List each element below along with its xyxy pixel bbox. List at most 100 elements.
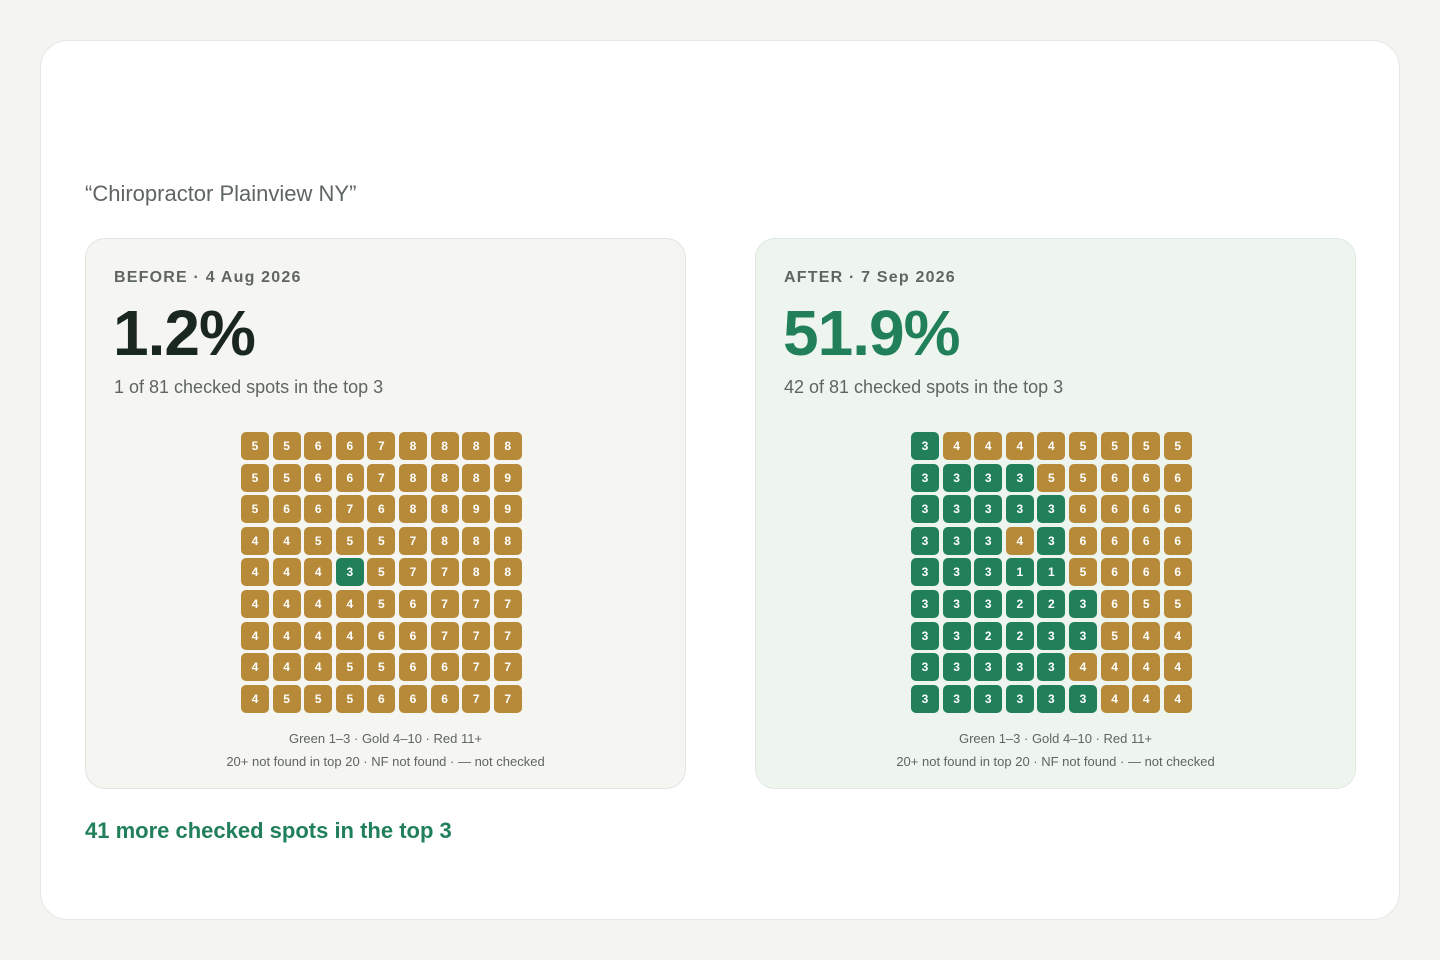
rank-cell: 4	[272, 526, 301, 555]
rank-cell: 4	[1100, 684, 1129, 713]
rank-cell: 6	[272, 495, 301, 524]
rank-cell: 7	[493, 653, 522, 682]
rank-cell: 7	[493, 589, 522, 618]
rank-cell: 3	[1068, 684, 1097, 713]
rank-cell: 3	[1005, 495, 1034, 524]
rank-cell: 6	[1068, 526, 1097, 555]
rank-cell: 6	[1068, 495, 1097, 524]
rank-cell: 7	[493, 684, 522, 713]
rank-cell: 4	[1068, 653, 1097, 682]
rank-cell: 6	[398, 684, 427, 713]
rank-cell: 4	[1132, 653, 1161, 682]
rank-cell: 6	[430, 684, 459, 713]
rank-cell: 6	[1163, 558, 1192, 587]
rank-cell: 6	[304, 495, 333, 524]
rank-cell: 4	[304, 653, 333, 682]
rank-cell: 3	[974, 495, 1003, 524]
rank-cell: 3	[911, 558, 939, 587]
rank-cell: 7	[462, 621, 491, 650]
rank-cell: 4	[942, 432, 971, 460]
before-label: BEFORE · 4 Aug 2026	[114, 269, 302, 286]
rank-cell: 5	[1068, 463, 1097, 492]
rank-cell: 6	[1163, 495, 1192, 524]
before-subtitle: 1 of 81 checked spots in the top 3	[114, 377, 384, 397]
rank-cell: 6	[1132, 463, 1161, 492]
rank-cell: 4	[272, 621, 301, 650]
after-subtitle: 42 of 81 checked spots in the top 3	[784, 377, 1064, 397]
rank-cell: 6	[1100, 558, 1129, 587]
improvement-summary: 41 more checked spots in the top 3	[85, 818, 452, 843]
rank-cell: 5	[335, 526, 364, 555]
rank-cell: 6	[1163, 526, 1192, 555]
rank-cell: 4	[1037, 432, 1066, 460]
rank-cell: 8	[493, 526, 522, 555]
rank-cell: 4	[304, 621, 333, 650]
rank-cell: 5	[1163, 432, 1192, 460]
rank-cell: 7	[398, 526, 427, 555]
rank-cell: 6	[335, 432, 364, 460]
rank-cell: 5	[1100, 432, 1129, 460]
rank-cell: 6	[1100, 589, 1129, 618]
rank-cell: 5	[367, 589, 396, 618]
rank-cell: 3	[974, 653, 1003, 682]
rank-cell: 5	[335, 684, 364, 713]
rank-cell: 5	[1068, 432, 1097, 460]
rank-cell: 4	[1163, 621, 1192, 650]
rank-cell: 4	[304, 589, 333, 618]
rank-cell: 4	[241, 621, 269, 650]
before-legend-colors: Green 1–3 · Gold 4–10 · Red 11+	[288, 731, 483, 746]
rank-cell: 7	[462, 684, 491, 713]
rank-cell: 8	[430, 526, 459, 555]
search-query-title: “Chiropractor Plainview NY”	[85, 181, 357, 206]
rank-cell: 7	[493, 621, 522, 650]
rank-cell: 4	[241, 589, 269, 618]
rank-cell: 2	[974, 621, 1003, 650]
rank-cell: 4	[1005, 432, 1034, 460]
rank-cell: 6	[1132, 526, 1161, 555]
rank-cell: 6	[398, 621, 427, 650]
rank-cell: 3	[911, 621, 939, 650]
rank-cell: 7	[367, 432, 396, 460]
rank-cell: 6	[335, 463, 364, 492]
rank-cell: 5	[1100, 621, 1129, 650]
rank-cell: 5	[241, 432, 269, 460]
rank-cell: 5	[1068, 558, 1097, 587]
rank-cell: 4	[241, 558, 269, 587]
rank-cell: 3	[1037, 653, 1066, 682]
rank-cell: 7	[430, 589, 459, 618]
rank-cell: 7	[462, 589, 491, 618]
rank-cell: 3	[335, 558, 364, 587]
rank-cell: 3	[942, 558, 971, 587]
rank-cell: 3	[911, 432, 939, 460]
rank-cell: 3	[911, 495, 939, 524]
rank-cell: 4	[241, 684, 269, 713]
rank-cell: 5	[241, 463, 269, 492]
rank-cell: 3	[1068, 621, 1097, 650]
rank-cell: 3	[942, 589, 971, 618]
rank-cell: 6	[1100, 495, 1129, 524]
rank-cell: 7	[430, 558, 459, 587]
rank-cell: 1	[1005, 558, 1034, 587]
rank-cell: 3	[942, 653, 971, 682]
rank-cell: 5	[272, 684, 301, 713]
rank-cell: 4	[335, 589, 364, 618]
rank-cell: 6	[367, 684, 396, 713]
rank-cell: 6	[430, 653, 459, 682]
after-legend-status: 20+ not found in top 20 · NF not found ·…	[896, 754, 1215, 769]
rank-cell: 6	[1163, 463, 1192, 492]
rank-cell: 6	[1132, 558, 1161, 587]
rank-cell: 1	[1037, 558, 1066, 587]
before-panel: BEFORE · 4 Aug 2026 1.2% 1 of 81 checked…	[85, 238, 686, 789]
rank-cell: 6	[398, 653, 427, 682]
rank-cell: 8	[430, 432, 459, 460]
rank-cell: 5	[1132, 432, 1161, 460]
rank-cell: 6	[1132, 495, 1161, 524]
rank-cell: 8	[462, 558, 491, 587]
rank-cell: 3	[974, 526, 1003, 555]
rank-cell: 3	[974, 589, 1003, 618]
rank-cell: 7	[335, 495, 364, 524]
rank-cell: 8	[398, 495, 427, 524]
rank-cell: 5	[241, 495, 269, 524]
